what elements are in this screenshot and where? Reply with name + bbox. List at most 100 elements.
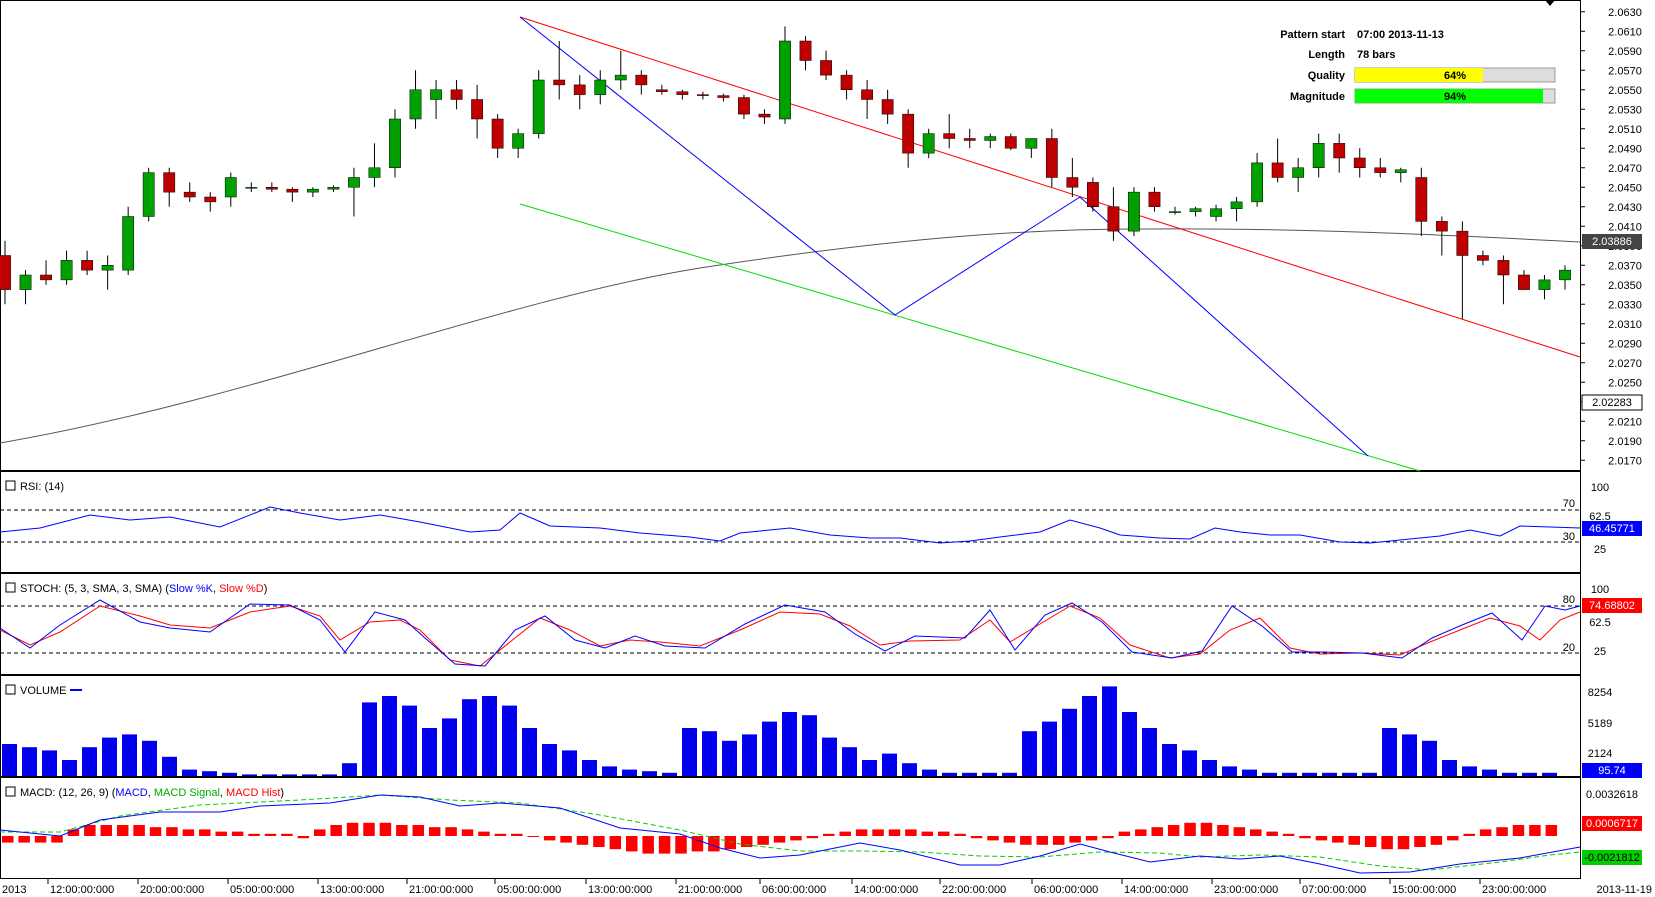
time-tick-label: 06:00:00:000 bbox=[762, 884, 826, 896]
price-panel-frame bbox=[0, 0, 1581, 471]
macd-hist-bar bbox=[1397, 836, 1410, 850]
macd-hist-bar bbox=[166, 827, 178, 836]
volume-bar bbox=[1382, 728, 1397, 776]
macd-signal-line bbox=[0, 794, 1581, 871]
pattern-start-value: 07:00 2013-11-13 bbox=[1357, 29, 1444, 41]
candle-body bbox=[553, 79, 566, 86]
macd-line bbox=[0, 794, 1581, 874]
macd-hist-bar bbox=[1085, 836, 1098, 841]
rsi-scale-low: 25 bbox=[1594, 544, 1606, 556]
candlestick-series bbox=[0, 26, 1571, 319]
scroll-marker-icon[interactable] bbox=[1545, 0, 1555, 6]
stoch-collapse-icon[interactable] bbox=[5, 582, 16, 593]
price-tags: 2.03886 2.02283 bbox=[1581, 234, 1643, 411]
volume-bar bbox=[202, 771, 217, 776]
macd-hist-bar bbox=[1430, 836, 1443, 845]
volume-scale-high: 8254 bbox=[1588, 687, 1612, 699]
volume-bar bbox=[482, 696, 497, 776]
macd-hist-bar bbox=[1135, 829, 1147, 836]
stoch-d-line bbox=[0, 605, 1581, 667]
pattern-start-label: Pattern start bbox=[1280, 29, 1345, 41]
candle-body bbox=[1435, 221, 1448, 232]
candle-body bbox=[697, 94, 709, 96]
volume-bar bbox=[942, 772, 957, 776]
moving-average-line bbox=[0, 228, 1581, 444]
volume-bar bbox=[1482, 769, 1497, 776]
macd-hist-bar bbox=[970, 836, 983, 839]
ma-value-label: 2.03886 bbox=[1592, 236, 1632, 248]
macd-panel: MACD: (12, 26, 9) (MACD, MACD Signal, MA… bbox=[0, 786, 1642, 874]
time-tick-label: 2013 bbox=[2, 884, 26, 896]
volume-bar bbox=[1142, 728, 1157, 776]
volume-bar bbox=[922, 769, 937, 776]
volume-scale-mid: 5189 bbox=[1588, 718, 1612, 730]
volume-bar bbox=[42, 750, 57, 776]
candle-body bbox=[1107, 206, 1120, 232]
candle-body bbox=[409, 89, 422, 120]
candle-body bbox=[820, 60, 832, 76]
time-tick-label: 23:00:00:000 bbox=[1214, 884, 1278, 896]
volume-bar bbox=[362, 702, 377, 776]
candle-body bbox=[1087, 182, 1099, 207]
macd-hist-bar bbox=[1479, 829, 1492, 836]
macd-hist-bar bbox=[593, 836, 605, 847]
candle-body bbox=[1518, 274, 1530, 290]
rsi-line bbox=[0, 506, 1581, 544]
volume-bar bbox=[862, 760, 877, 776]
volume-bar bbox=[902, 763, 917, 776]
volume-value-tag bbox=[1582, 763, 1642, 778]
macd-hist-bar bbox=[330, 825, 342, 836]
magnitude-label: Magnitude bbox=[1290, 91, 1345, 103]
macd-hist-bar bbox=[428, 827, 441, 836]
macd-hist-bar bbox=[708, 836, 720, 852]
candle-body bbox=[1025, 138, 1038, 149]
volume-bar bbox=[1242, 769, 1257, 776]
stoch-level-20-label: 20 bbox=[1563, 642, 1575, 654]
candle-body bbox=[1210, 208, 1222, 217]
candle-body bbox=[738, 97, 750, 115]
macd-hist-bar bbox=[264, 833, 277, 836]
candle-body bbox=[1189, 208, 1202, 212]
candle-body bbox=[655, 89, 668, 92]
macd-hist-bar bbox=[2, 836, 14, 843]
time-tick-label: 05:00:00:000 bbox=[230, 884, 294, 896]
time-tick-label: 14:00:00:000 bbox=[854, 884, 918, 896]
macd-hist-bar bbox=[905, 829, 917, 836]
candle-body bbox=[984, 136, 997, 141]
macd-scale-high: 0.0032618 bbox=[1586, 789, 1638, 801]
macd-hist-bar bbox=[346, 822, 359, 836]
time-tick-label: 07:00:00:000 bbox=[1302, 884, 1366, 896]
macd-hist-bar bbox=[938, 831, 950, 836]
macd-hist-bar bbox=[314, 829, 326, 836]
rsi-panel-frame bbox=[0, 471, 1581, 573]
rsi-level-30-label: 30 bbox=[1563, 531, 1575, 543]
time-tick-label: 13:00:00:000 bbox=[320, 884, 384, 896]
candle-body bbox=[389, 118, 401, 168]
candle-body bbox=[594, 79, 607, 95]
volume-bar bbox=[62, 760, 77, 776]
ma-value-tag bbox=[1582, 234, 1642, 249]
macd-hist-bar bbox=[921, 831, 934, 836]
rsi-collapse-icon[interactable] bbox=[5, 480, 16, 491]
candle-body bbox=[60, 260, 73, 281]
price-tick-label: 2.0410 bbox=[1608, 221, 1642, 233]
volume-panel: VOLUME 8254 5189 2124 95.74 bbox=[2, 684, 1642, 778]
stoch-title: STOCH: (5, 3, SMA, 3, SMA) (Slow %K, Slo… bbox=[20, 583, 267, 595]
candle-body bbox=[81, 260, 93, 271]
volume-bar bbox=[442, 718, 457, 776]
candle-body bbox=[512, 133, 525, 149]
rsi-level-70-label: 70 bbox=[1563, 498, 1575, 510]
volume-bar bbox=[962, 772, 977, 776]
volume-bar bbox=[742, 734, 757, 776]
pattern-zigzag-line bbox=[519, 16, 1369, 457]
rsi-value-tag bbox=[1582, 521, 1642, 536]
macd-hist-bar bbox=[806, 836, 819, 839]
macd-collapse-icon[interactable] bbox=[5, 786, 16, 797]
volume-bar bbox=[1062, 708, 1077, 776]
macd-hist-bar bbox=[149, 827, 162, 836]
macd-hist-bar bbox=[1545, 825, 1558, 836]
volume-collapse-icon[interactable] bbox=[5, 684, 16, 695]
macd-hist-bar bbox=[691, 836, 704, 852]
macd-hist-bar bbox=[1512, 825, 1525, 836]
volume-bar bbox=[182, 769, 197, 776]
